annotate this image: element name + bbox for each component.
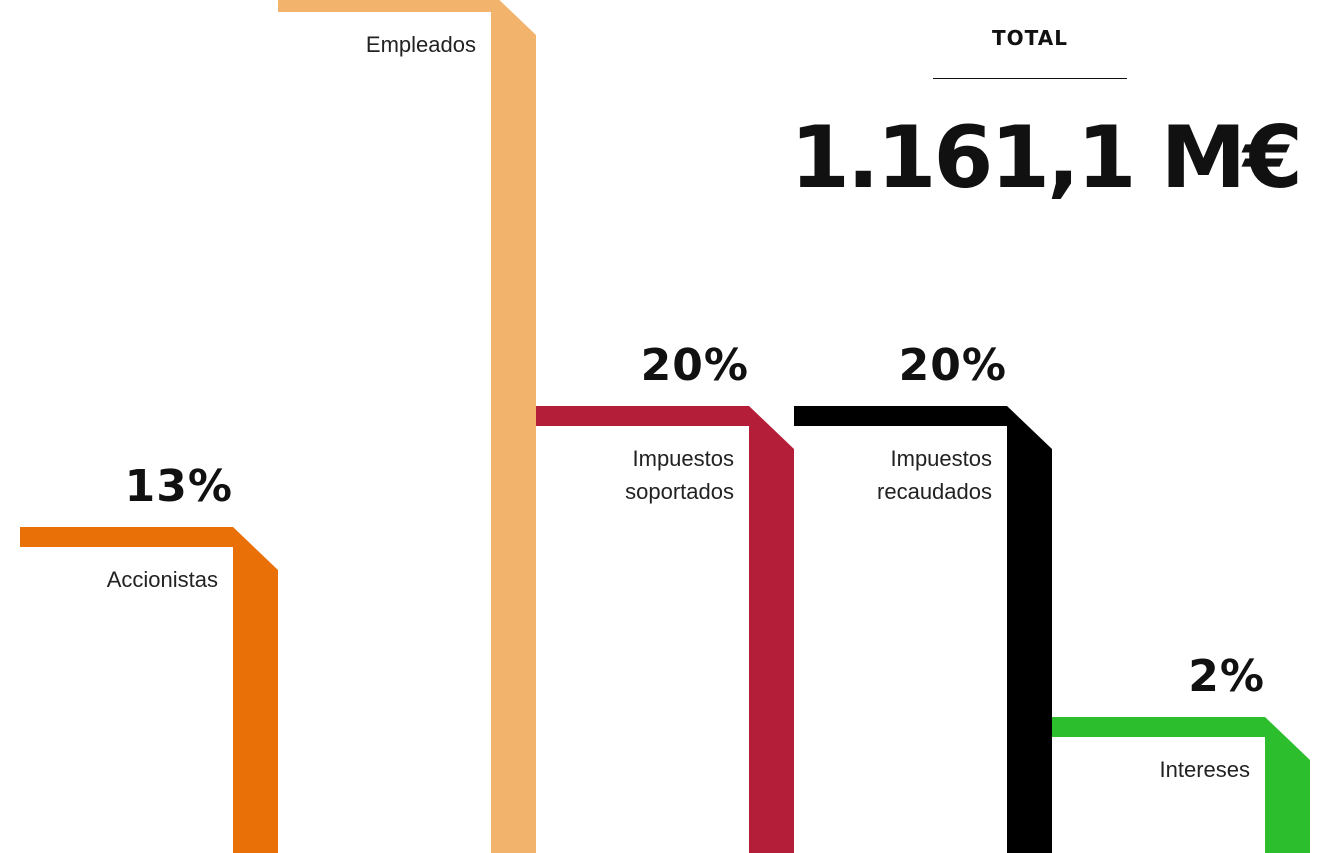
bar [1052,717,1310,853]
category-label: recaudados [877,479,992,504]
category-label: soportados [625,479,734,504]
bar-group-1: 13% Accionistas [20,461,278,853]
total-value: 1.161,1 M€ [790,108,1303,208]
bar-group-2: 44%Empleados [278,0,536,853]
bar-group-3: 20% Impuestos soportados [536,340,794,853]
category-label: Impuestos [633,446,735,471]
category-label: Intereses [1160,757,1251,782]
data-label: 20% [641,340,749,391]
category-label: Empleados [366,32,476,57]
bar [536,406,794,853]
bar [794,406,1052,853]
bar [278,0,536,853]
total-title: TOTAL [992,26,1068,50]
bar-group-5: 2% Intereses [1052,651,1310,853]
bar [20,527,278,853]
total-divider [933,78,1127,79]
data-label: 20% [899,340,1007,391]
bar-group-4: 20% Impuestos recaudados [794,340,1052,853]
category-label: Accionistas [107,567,218,592]
data-label: 13% [125,461,233,512]
category-label: Impuestos [891,446,993,471]
data-label: 2% [1188,651,1265,702]
